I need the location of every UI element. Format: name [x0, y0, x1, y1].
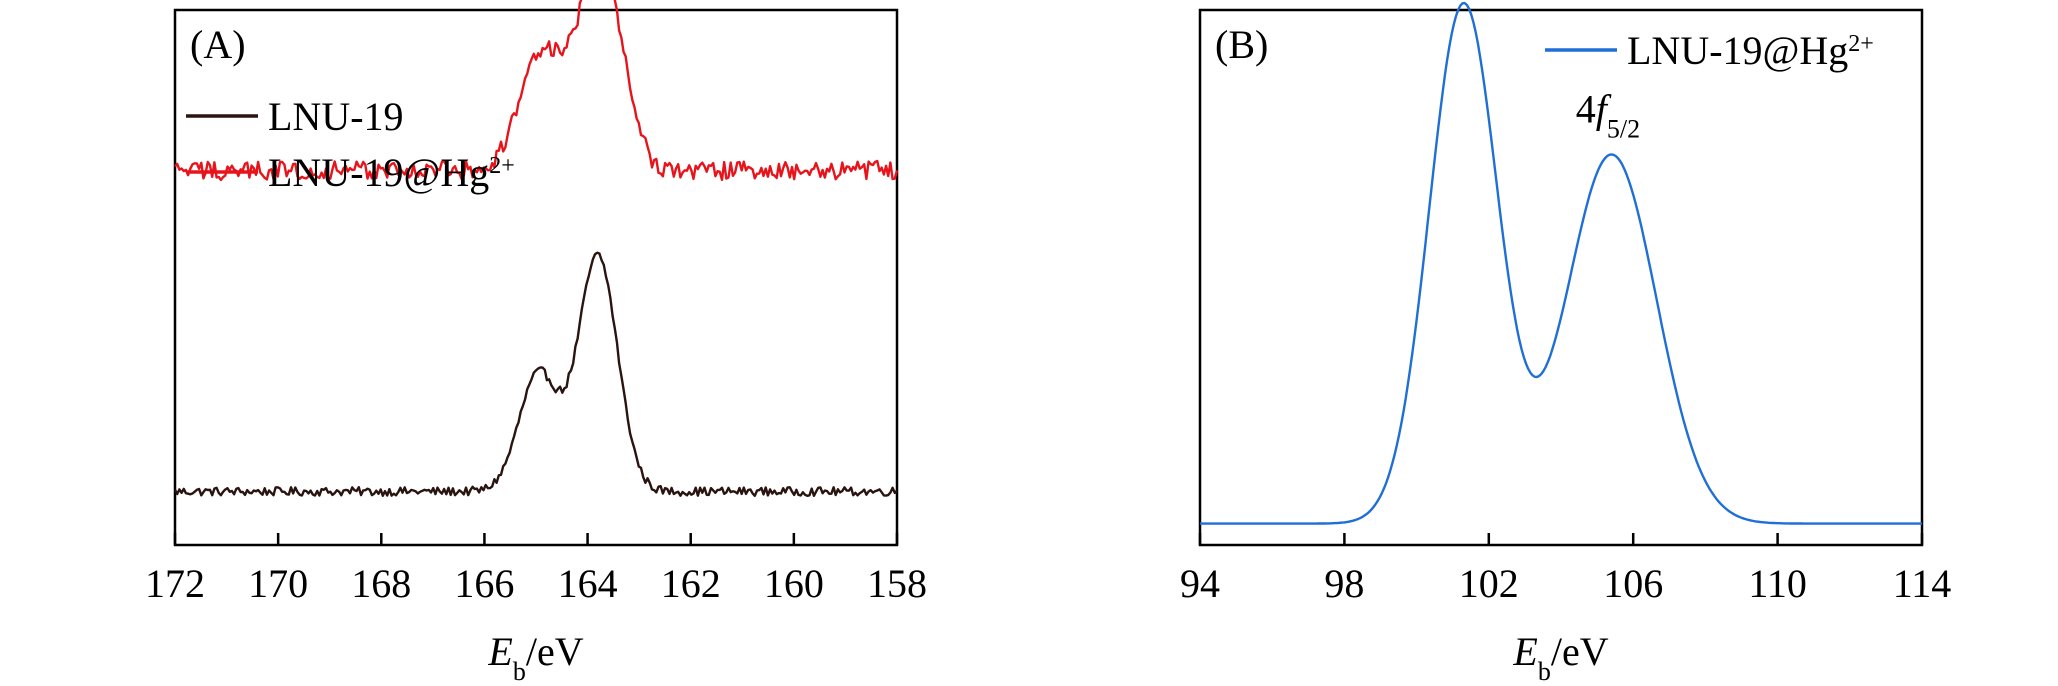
- x-tick-label: 160: [764, 561, 824, 606]
- panel-b-x-ticks: 94 98 102 106 110 114: [1180, 533, 1951, 606]
- legend-label-lnu19-hg: LNU-19@Hg2+: [268, 150, 515, 195]
- x-tick-label: 166: [454, 561, 514, 606]
- x-tick-label: 94: [1180, 561, 1220, 606]
- panel-b-plot-frame: [1198, 8, 1924, 547]
- x-tick-label: 168: [351, 561, 411, 606]
- panel-a-plot-frame: [173, 8, 899, 547]
- panel-b-chart: 94 98 102 106 110 114 (B) LNU-19@Hg2+ 4f7/24f…: [1180, 1, 1951, 686]
- panel-a-x-axis-label: Eb/eV: [487, 629, 583, 686]
- x-tick-label: 114: [1893, 561, 1952, 606]
- x-tick-label: 170: [248, 561, 308, 606]
- x-tick-label: 110: [1748, 561, 1807, 606]
- x-tick-label: 162: [661, 561, 721, 606]
- panel-b-peak-annotations: 4f7/24f5/2: [1576, 86, 1640, 143]
- panel-b-series-group: [1200, 1, 1922, 525]
- panel-b-label: (B): [1215, 22, 1268, 67]
- x-tick-label: 102: [1459, 561, 1519, 606]
- x-tick-label: 98: [1324, 561, 1364, 606]
- panel-a-label: (A): [190, 22, 246, 67]
- x-tick-label: 106: [1603, 561, 1663, 606]
- peak-annotation: 4f5/2: [1576, 86, 1640, 143]
- panel-a-series-group: [173, 0, 899, 497]
- x-tick-label: 158: [867, 561, 927, 606]
- panel-a-chart: 172 170 168 166 164 162 160 158 (A) LNU-19 LNU-…: [145, 0, 927, 686]
- series-line: [1200, 1, 1922, 525]
- x-tick-label: 172: [145, 561, 205, 606]
- legend-label-lnu19-hg-b: LNU-19@Hg2+: [1627, 28, 1874, 73]
- panel-a-x-ticks: 172 170 168 166 164 162 160 158: [145, 533, 927, 606]
- series-line: [173, 251, 898, 497]
- panel-b-x-axis-label: Eb/eV: [1512, 629, 1608, 686]
- x-tick-label: 164: [558, 561, 618, 606]
- series-line: [174, 0, 899, 182]
- legend-label-lnu19: LNU-19: [268, 94, 404, 139]
